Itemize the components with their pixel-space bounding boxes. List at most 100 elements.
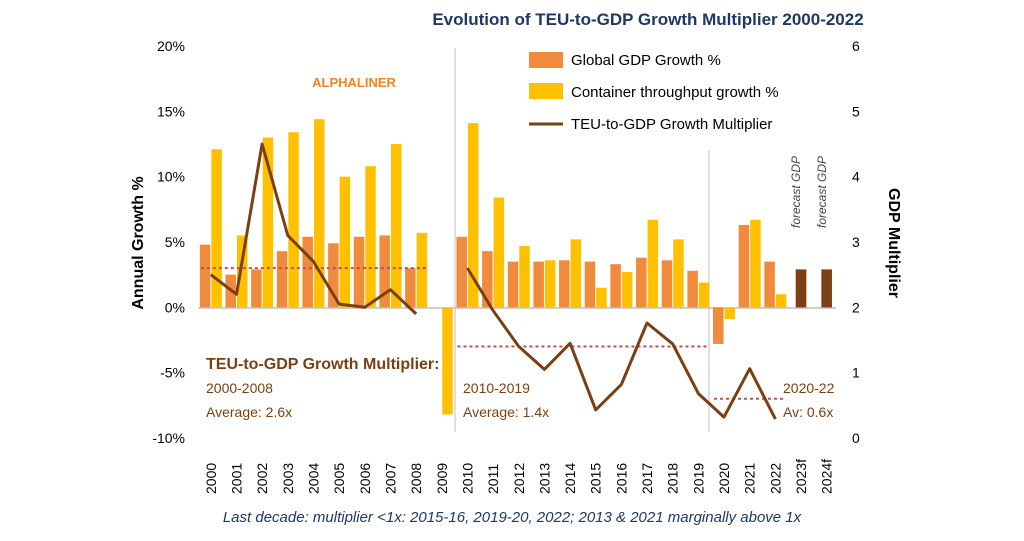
bar-container-2010 <box>467 123 479 308</box>
footnote: Last decade: multiplier <1x: 2015-16, 20… <box>223 509 802 526</box>
bar-gdp-2000 <box>199 244 211 308</box>
y-tick-left: 20% <box>157 38 185 54</box>
x-tick-2010: 2010 <box>459 463 475 494</box>
y-tick-left: -10% <box>152 430 185 446</box>
x-tick-2020: 2020 <box>716 463 732 494</box>
bar-container-2002 <box>262 137 274 308</box>
legend-swatch-gdp <box>529 52 563 68</box>
y-tick-right: 1 <box>852 365 860 381</box>
x-tick-2012: 2012 <box>511 463 527 494</box>
bar-gdp-2005 <box>328 243 339 308</box>
x-tick-2009: 2009 <box>434 463 450 494</box>
x-tick-2017: 2017 <box>639 463 655 494</box>
bar-container-2021 <box>750 219 761 308</box>
y-tick-right: 4 <box>852 169 860 185</box>
annotation-average-2000: Average: 2.6x <box>206 404 292 420</box>
legend-label-multiplier: TEU-to-GDP Growth Multiplier <box>571 116 772 133</box>
bar-gdp-2022 <box>764 261 775 308</box>
bar-container-2020 <box>724 307 736 320</box>
bar-container-2014 <box>570 239 582 308</box>
multiplier-line <box>209 142 777 420</box>
x-tick-2022: 2022 <box>767 463 783 494</box>
y-tick-right: 3 <box>852 234 860 250</box>
bar-gdp-2006 <box>353 236 365 308</box>
x-tick-2000: 2000 <box>203 463 219 494</box>
bar-container-2000 <box>211 149 222 308</box>
bar-container-2004 <box>313 119 325 308</box>
forecast-label-2023: forecast GDP <box>789 156 803 228</box>
annotation-period-2010: 2010-2019 <box>463 380 530 396</box>
bar-container-2019 <box>698 282 710 308</box>
bar-gdp-2014 <box>559 260 570 308</box>
bar-container-2013 <box>544 260 556 308</box>
y-tick-left: 0% <box>165 299 185 315</box>
annotation-period-2020: 2020-22 <box>783 380 835 396</box>
bar-container-2008 <box>416 232 428 308</box>
bar-container-2022 <box>775 294 787 308</box>
annotation-heading: TEU-to-GDP Growth Multiplier: <box>206 356 439 373</box>
bar-gdp-2019 <box>687 270 698 308</box>
annotation-average-2020: Av: 0.6x <box>783 404 833 420</box>
x-tick-2011: 2011 <box>485 464 501 494</box>
bar-forecast-2024f <box>821 269 832 308</box>
bar-container-2011 <box>493 197 505 308</box>
bar-container-2001 <box>236 235 248 308</box>
bar-gdp-2010 <box>456 236 467 308</box>
bar-gdp-2004 <box>302 236 313 308</box>
bar-gdp-2003 <box>276 251 288 308</box>
y-tick-left: 5% <box>165 234 185 250</box>
bar-container-2003 <box>288 132 299 308</box>
bar-gdp-2016 <box>610 264 621 308</box>
y-tick-right: 5 <box>852 103 860 119</box>
bar-gdp-2017 <box>636 257 647 308</box>
x-tick-2018: 2018 <box>665 463 681 494</box>
bar-container-2009 <box>442 307 453 415</box>
annotation-period-2000: 2000-2008 <box>206 380 273 396</box>
bar-gdp-2011 <box>482 251 493 308</box>
x-tick-2003: 2003 <box>280 463 296 494</box>
y-tick-left: 10% <box>157 169 185 185</box>
x-tick-2005: 2005 <box>331 463 347 494</box>
y-tick-right: 0 <box>852 430 860 446</box>
bar-gdp-2013 <box>533 261 544 308</box>
forecast-label-2024: forecast GDP <box>815 156 829 228</box>
y-tick-left: -5% <box>160 365 185 381</box>
chart-title: Evolution of TEU-to-GDP Growth Multiplie… <box>432 10 863 29</box>
bar-container-2007 <box>390 144 402 308</box>
bar-container-2017 <box>647 219 659 308</box>
x-tick-2014: 2014 <box>562 463 578 494</box>
bar-gdp-2021 <box>738 225 750 308</box>
legend-label-gdp: Global GDP Growth % <box>571 52 721 69</box>
bar-forecast-2023f <box>795 269 807 308</box>
x-tick-2013: 2013 <box>536 463 552 494</box>
x-tick-2001: 2001 <box>229 463 245 494</box>
y-tick-right: 6 <box>852 38 860 54</box>
bar-gdp-2018 <box>661 260 673 308</box>
x-tick-2006: 2006 <box>357 463 373 494</box>
x-tick-2021: 2021 <box>742 463 758 494</box>
bar-gdp-2020 <box>713 307 724 344</box>
bar-container-2005 <box>339 176 351 308</box>
legend-label-container: Container throughput growth % <box>571 84 779 101</box>
legend-swatch-container <box>529 83 563 99</box>
x-tick-2015: 2015 <box>588 463 604 494</box>
x-tick-2016: 2016 <box>613 463 629 494</box>
x-tick-2024f: 2024f <box>819 459 835 494</box>
bar-gdp-2007 <box>379 235 390 308</box>
x-tick-2004: 2004 <box>306 463 322 494</box>
x-tick-2007: 2007 <box>382 463 398 494</box>
bar-gdp-2012 <box>507 261 519 308</box>
bar-gdp-2008 <box>405 268 416 308</box>
bar-container-2018 <box>673 239 684 308</box>
y-tick-right: 2 <box>852 299 860 315</box>
brand-label: ALPHALINER <box>312 75 396 90</box>
bar-container-2016 <box>621 272 633 308</box>
x-tick-2008: 2008 <box>408 463 424 494</box>
bar-container-2006 <box>365 166 376 308</box>
y-axis-title-right: GDP Multiplier <box>885 188 902 298</box>
bar-gdp-2002 <box>251 269 262 308</box>
bar-container-2012 <box>519 245 530 308</box>
x-tick-2019: 2019 <box>690 463 706 494</box>
x-tick-2002: 2002 <box>254 463 270 494</box>
